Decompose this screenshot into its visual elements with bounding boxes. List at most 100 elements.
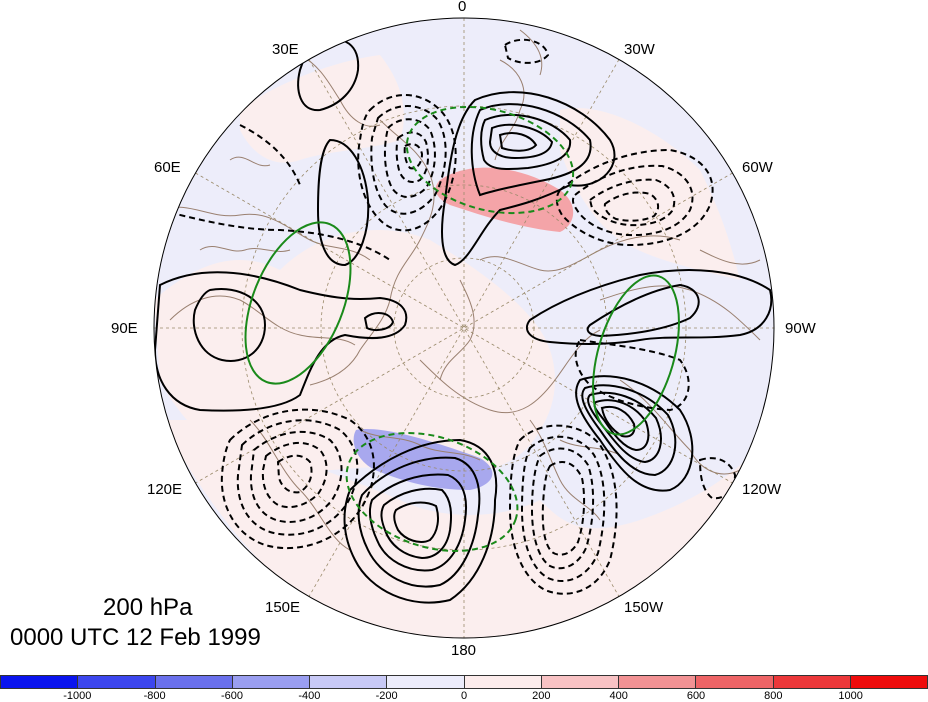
- lon-label-60w: 60W: [742, 159, 773, 176]
- coastline: [229, 156, 271, 167]
- negative-contour: [571, 164, 694, 237]
- colorbar-swatch: [310, 676, 388, 688]
- lon-label-90e: 90E: [111, 320, 138, 337]
- negative-contour: [541, 461, 586, 556]
- colorbar-label: -200: [375, 690, 398, 702]
- positive-contour: [393, 501, 439, 543]
- green-contour: [244, 221, 352, 385]
- colorbar-label: 600: [686, 690, 706, 702]
- negative-contour: [261, 441, 328, 509]
- negative-contour: [555, 148, 714, 247]
- positive-contour: [368, 473, 467, 572]
- negative-contour: [276, 454, 313, 494]
- map-boundary: [153, 17, 775, 639]
- height-contours: [154, 37, 773, 604]
- colorbar-swatch: [387, 676, 465, 688]
- positive-contour: [154, 271, 408, 412]
- colorbar-swatch: [541, 676, 619, 688]
- colorbar-label: -1000: [63, 690, 92, 702]
- colorbar-label: 1000: [838, 690, 863, 702]
- positive-contour: [525, 269, 773, 346]
- negative-contour: [603, 191, 660, 222]
- shade-light-positive: [160, 420, 774, 638]
- negative-contour: [395, 131, 429, 183]
- coastline: [559, 439, 621, 456]
- meridian: [195, 172, 733, 484]
- positive-contour: [586, 283, 700, 338]
- positive-contour: [600, 406, 636, 438]
- coastline: [249, 419, 351, 551]
- positive-contour: [581, 384, 677, 477]
- colorbar-label: 200: [532, 690, 551, 702]
- meridian: [308, 59, 620, 597]
- colorbar-swatch: [464, 676, 542, 688]
- positive-contour: [363, 312, 395, 331]
- lon-label-30w: 30W: [624, 41, 655, 58]
- lon-label-0: 0: [458, 0, 467, 15]
- negative-contour: [530, 447, 595, 570]
- colorbar-label: -400: [298, 690, 321, 702]
- negative-contour: [357, 94, 457, 232]
- colorbar: [0, 675, 928, 689]
- green-contour: [592, 274, 680, 436]
- positive-contour: [192, 288, 267, 362]
- green-contour: [345, 432, 519, 552]
- lon-label-120w: 120W: [742, 481, 782, 498]
- lon-label-150e: 150E: [265, 599, 301, 616]
- colorbar-swatch: [696, 676, 774, 688]
- negative-contour: [403, 143, 424, 170]
- negative-height-contours: [159, 38, 737, 595]
- colorbar-swatch: [850, 676, 928, 688]
- positive-contour: [488, 123, 554, 160]
- positive-contour: [470, 103, 592, 197]
- coastline: [619, 379, 741, 475]
- positive-contour: [593, 399, 650, 452]
- colorbar-label: 400: [609, 690, 628, 702]
- coastline: [479, 235, 681, 272]
- positive-contour: [343, 438, 498, 604]
- colorbar-swatch: [773, 676, 851, 688]
- positive-contour: [316, 138, 370, 267]
- lon-label-180: 180: [451, 642, 477, 659]
- map-field: [154, 18, 774, 638]
- coastline: [519, 29, 543, 76]
- colorbar-swatch: [78, 676, 156, 688]
- negative-contour: [574, 338, 690, 412]
- negative-contour: [503, 38, 550, 64]
- colorbar-label: -600: [220, 690, 244, 702]
- positive-contour: [480, 113, 572, 170]
- colorbar-swatch: [619, 676, 697, 688]
- positive-contour: [357, 456, 481, 588]
- coastlines: [159, 29, 761, 551]
- lon-label-60e: 60E: [154, 159, 181, 176]
- meridian: [308, 59, 620, 597]
- negative-contour: [159, 209, 391, 261]
- negative-contour: [520, 435, 606, 582]
- positive-contour: [587, 391, 662, 464]
- colorbar-swatch: [232, 676, 310, 688]
- positive-contour: [380, 487, 452, 560]
- colorbar-label: -800: [143, 690, 166, 702]
- lon-label-120e: 120E: [147, 481, 183, 498]
- coastline: [419, 329, 601, 414]
- lon-label-30e: 30E: [272, 41, 299, 58]
- colorbar-swatch: [0, 676, 79, 688]
- green-dashed-contours: [345, 105, 575, 552]
- negative-contour: [370, 105, 447, 215]
- coastline: [699, 249, 761, 265]
- plot-level-title: 200 hPa: [103, 594, 193, 621]
- colorbar-swatch: [155, 676, 233, 688]
- colorbar-label: 800: [764, 690, 783, 702]
- colorbar-label: 0: [460, 690, 468, 702]
- negative-contour: [508, 424, 618, 595]
- lon-label-90w: 90W: [785, 320, 816, 337]
- lon-label-150w: 150W: [624, 599, 664, 616]
- negative-contour: [249, 430, 343, 523]
- green-contour: [405, 105, 575, 215]
- negative-contour: [588, 178, 676, 227]
- negative-contour: [239, 124, 301, 186]
- negative-contour: [220, 408, 375, 550]
- coastline: [159, 206, 371, 261]
- positive-contour: [498, 132, 538, 152]
